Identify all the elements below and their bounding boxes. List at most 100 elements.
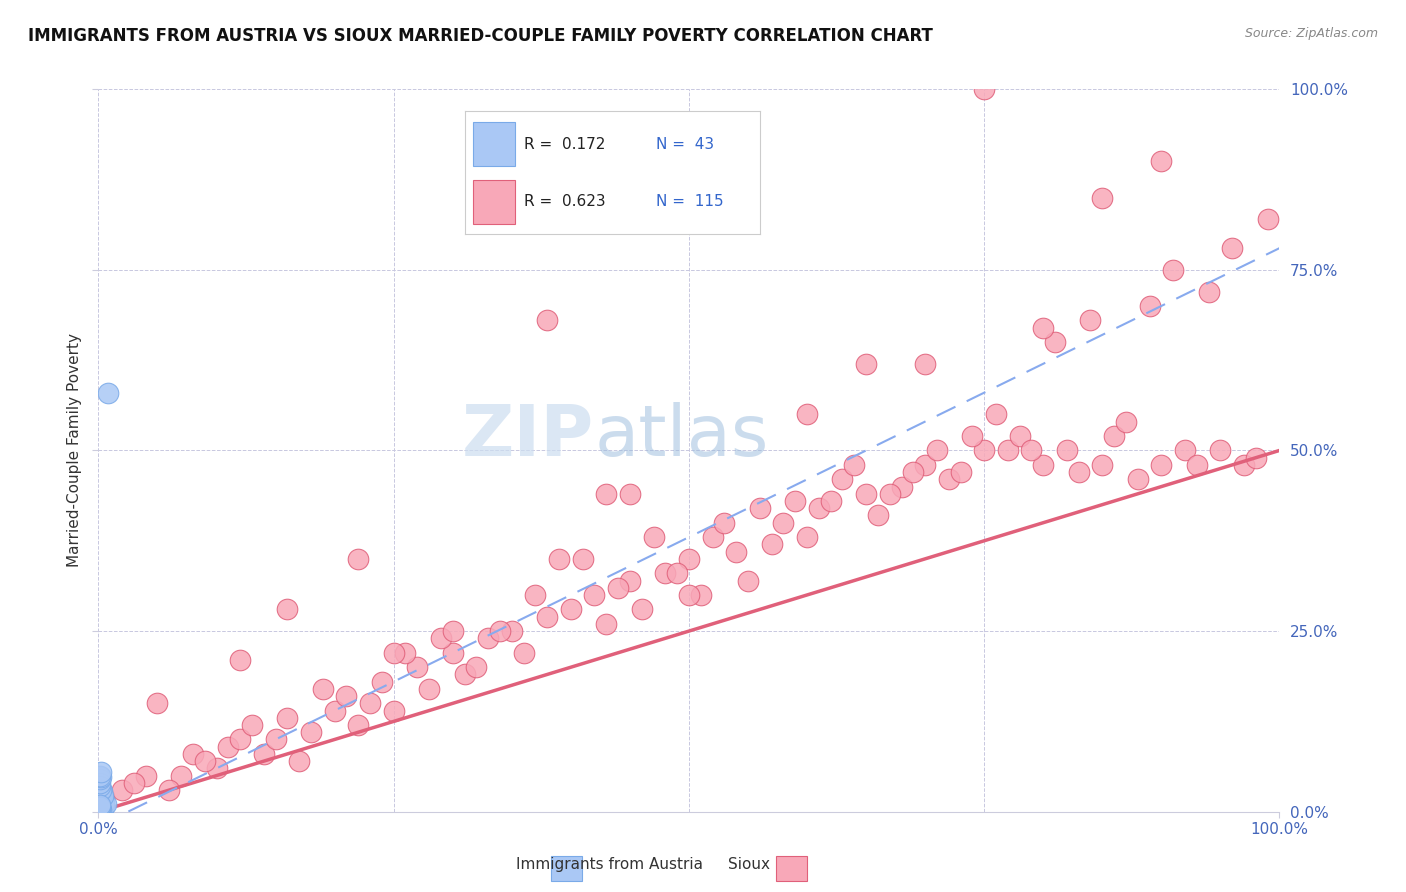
Point <box>890 480 912 494</box>
Point <box>1185 458 1208 472</box>
Point <box>855 357 877 371</box>
Point <box>89 799 111 814</box>
Point <box>122 776 145 790</box>
Text: Sioux: Sioux <box>728 857 770 872</box>
Point <box>666 566 689 581</box>
Point <box>91 794 114 808</box>
Point <box>89 772 111 787</box>
Point <box>903 465 925 479</box>
Point <box>536 609 558 624</box>
Point <box>90 790 112 805</box>
Point <box>595 616 617 631</box>
Point <box>90 801 112 815</box>
Point <box>1174 443 1197 458</box>
Point <box>1091 458 1114 472</box>
Point <box>90 803 112 817</box>
Point <box>91 784 114 798</box>
Point <box>761 537 783 551</box>
Point <box>111 783 134 797</box>
Point <box>807 501 830 516</box>
Point <box>689 588 711 602</box>
Point <box>90 797 112 812</box>
Point <box>194 754 217 768</box>
Point <box>394 646 416 660</box>
Point <box>91 801 114 815</box>
Point <box>94 797 117 812</box>
Text: ZIP: ZIP <box>463 401 595 470</box>
Point <box>1150 458 1173 472</box>
Point <box>89 776 111 790</box>
Point <box>643 530 665 544</box>
Point <box>157 783 180 797</box>
Point <box>796 530 818 544</box>
Point <box>1080 313 1102 327</box>
Point <box>288 754 311 768</box>
Y-axis label: Married-Couple Family Poverty: Married-Couple Family Poverty <box>66 334 82 567</box>
Point <box>748 501 770 516</box>
Text: atlas: atlas <box>595 401 769 470</box>
Point <box>91 799 114 814</box>
Point <box>229 653 252 667</box>
Point <box>1067 465 1090 479</box>
Point <box>441 646 464 660</box>
Point <box>914 357 936 371</box>
Point <box>181 747 204 761</box>
Text: Source: ZipAtlas.com: Source: ZipAtlas.com <box>1244 27 1378 40</box>
Point <box>276 602 298 616</box>
Point <box>477 632 499 646</box>
Point <box>299 725 322 739</box>
Point <box>879 487 901 501</box>
Point <box>170 769 193 783</box>
Point <box>406 660 429 674</box>
Point <box>91 789 114 803</box>
Point <box>91 787 114 801</box>
Point <box>91 791 114 805</box>
Point <box>89 801 111 815</box>
Point <box>89 800 111 814</box>
Point <box>973 82 995 96</box>
Point <box>512 646 534 660</box>
Point <box>465 660 488 674</box>
Bar <box>551 856 582 881</box>
Point <box>831 472 853 486</box>
Point <box>619 487 641 501</box>
Text: Immigrants from Austria: Immigrants from Austria <box>516 857 703 872</box>
Point <box>713 516 735 530</box>
Point <box>382 646 405 660</box>
Point <box>264 732 287 747</box>
Point <box>89 787 111 801</box>
Point <box>1021 443 1043 458</box>
Text: IMMIGRANTS FROM AUSTRIA VS SIOUX MARRIED-COUPLE FAMILY POVERTY CORRELATION CHART: IMMIGRANTS FROM AUSTRIA VS SIOUX MARRIED… <box>28 27 934 45</box>
Point <box>524 588 547 602</box>
Point <box>1139 299 1161 313</box>
Point <box>93 799 115 814</box>
Point <box>93 790 115 805</box>
Point <box>253 747 276 761</box>
Point <box>89 797 111 812</box>
Point <box>418 681 440 696</box>
Point <box>1150 154 1173 169</box>
Point <box>90 799 112 814</box>
Point <box>1032 320 1054 334</box>
Point <box>725 544 748 558</box>
Point <box>146 696 169 710</box>
Point <box>93 796 115 810</box>
Point <box>772 516 794 530</box>
Point <box>89 769 111 783</box>
Point <box>1008 429 1031 443</box>
Point <box>1198 285 1220 299</box>
Point <box>1233 458 1256 472</box>
Point <box>820 494 842 508</box>
Point <box>1126 472 1149 486</box>
Point <box>229 732 252 747</box>
Point <box>560 602 582 616</box>
Point <box>785 494 807 508</box>
Point <box>90 795 112 809</box>
Point <box>501 624 523 639</box>
Point <box>1244 450 1267 465</box>
Point <box>962 429 984 443</box>
Bar <box>776 856 807 881</box>
Point <box>441 624 464 639</box>
Point <box>844 458 866 472</box>
Point <box>89 799 111 814</box>
